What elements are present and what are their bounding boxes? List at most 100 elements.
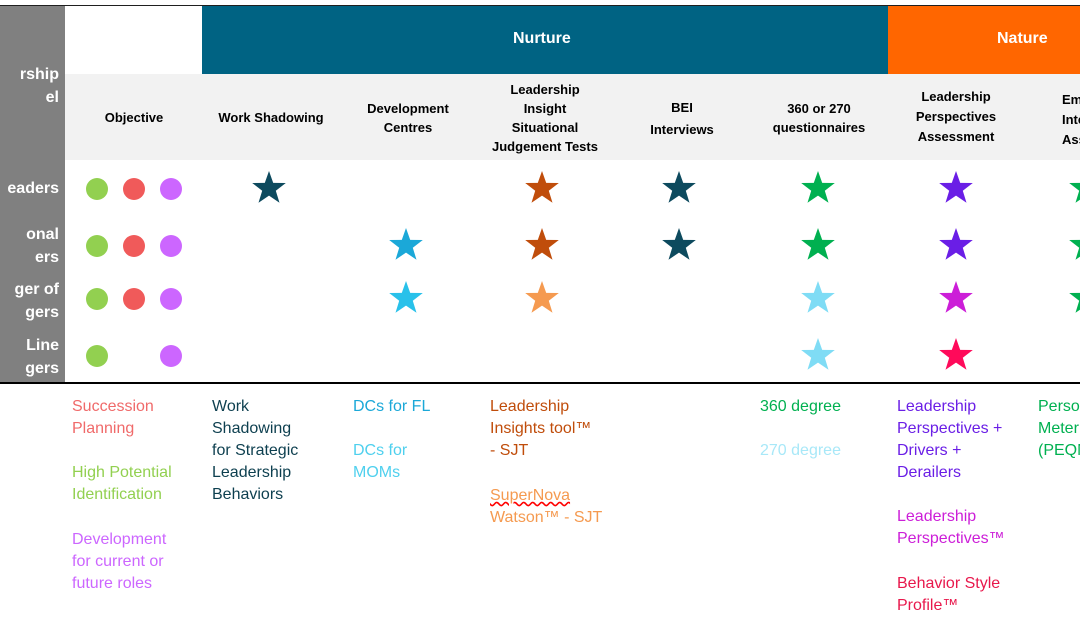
- col-header-objective: Objective: [68, 108, 200, 127]
- peq-line3: (PEQM: [1038, 442, 1080, 459]
- col-ei-line3: Asse: [1062, 132, 1080, 147]
- col-ei-line1: Em: [1062, 92, 1080, 107]
- left-row-header-column: rship el eaders onal ers ger of gers Lin…: [0, 6, 65, 382]
- col-work-shadowing-text: Work Shadowing: [218, 110, 324, 125]
- dcs-moms-line2: MOMs: [353, 464, 401, 481]
- green-dot: [86, 288, 108, 310]
- nature-band: Nature: [888, 6, 1080, 74]
- dcs-moms-line1: DCs for: [353, 442, 408, 459]
- hipo-line1: High Potential: [72, 464, 172, 481]
- row-label-line-1: Line: [26, 337, 59, 354]
- row-label-line-2: gers: [25, 360, 59, 377]
- star-icon: [389, 228, 423, 260]
- star-icon: [1069, 228, 1080, 260]
- development-line1: Development: [72, 531, 167, 548]
- col-header-ei: Em Inte Asse: [1027, 90, 1080, 150]
- col-header-bei: BEI Interviews: [616, 97, 748, 141]
- table-title-line2: el: [45, 89, 59, 106]
- ws-line4: Leadership: [212, 464, 292, 481]
- succession-line2: Planning: [72, 420, 135, 437]
- col-360-line1: 360 or 270: [787, 101, 851, 116]
- col-lpa-line3: Assessment: [917, 129, 995, 144]
- col-lpa-line1: Leadership: [921, 89, 991, 104]
- hipo-line2: Identification: [72, 486, 162, 503]
- footnote-dcs-moms: DCs for MOMs: [353, 440, 407, 484]
- footnote-270-degree: 270 degree: [760, 442, 841, 459]
- purple-dot: [160, 288, 182, 310]
- row-label-functional-2: ers: [34, 249, 59, 266]
- star-icon: [525, 171, 559, 203]
- footnote-high-potential: High Potential Identification: [72, 462, 172, 506]
- purple-dot: [160, 345, 182, 367]
- lit-line3: - SJT: [490, 442, 529, 459]
- footnote-work-shadowing: Work Shadowing for Strategic Leadership …: [212, 396, 298, 506]
- lpd-line1: Leadership: [897, 398, 977, 415]
- star-icon: [801, 281, 835, 313]
- star-icon: [389, 281, 423, 313]
- footnote-succession-planning: Succession Planning: [72, 396, 154, 440]
- col-objective-text: Objective: [104, 110, 164, 125]
- col-bei-line1: BEI: [671, 100, 693, 115]
- row-label-leaders: eaders: [7, 180, 59, 197]
- col-li-line3: Situational: [511, 120, 579, 135]
- lpd-line4: Derailers: [897, 464, 962, 481]
- ws-line2: Shadowing: [212, 420, 292, 437]
- col-bei-line2: Interviews: [650, 122, 714, 137]
- col-header-leadership-insight: Leadership Insight Situational Judgement…: [479, 80, 611, 156]
- ws-line1: Work: [212, 398, 250, 415]
- star-icon: [939, 171, 973, 203]
- star-icon: [939, 281, 973, 313]
- star-icon: [939, 338, 973, 370]
- column-header-row: [65, 74, 1080, 160]
- star-icon: [252, 171, 286, 203]
- col-header-development-centres: Development Centres: [342, 99, 474, 137]
- col-li-line4: Judgement Tests: [492, 139, 598, 154]
- red-dot: [123, 235, 145, 257]
- table-bottom-border: [0, 382, 1080, 384]
- star-icon: [525, 228, 559, 260]
- footnote-lp-drivers-derailers: Leadership Perspectives + Drivers + Dera…: [897, 396, 1002, 484]
- table-title-line1: rship: [19, 66, 59, 83]
- star-icon: [1069, 171, 1080, 203]
- lit-line2: Insights tool™: [490, 420, 592, 437]
- star-icon: [801, 171, 835, 203]
- supernova-line1: SuperNova: [490, 487, 571, 504]
- row-label-functional-1: onal: [26, 226, 59, 243]
- star-icon: [525, 281, 559, 313]
- lp-line1: Leadership: [897, 508, 977, 525]
- red-dot: [123, 288, 145, 310]
- footnote-leadership-insights-tool: Leadership Insights tool™ - SJT: [490, 396, 591, 462]
- col-li-line2: Insight: [523, 101, 567, 116]
- green-dot: [86, 345, 108, 367]
- col-header-lpa: Leadership Perspectives Assessment: [890, 87, 1022, 147]
- star-icon: [662, 171, 696, 203]
- footnote-dcs-fl: DCs for FL: [353, 398, 431, 415]
- succession-line1: Succession: [72, 398, 154, 415]
- footnote-peq: Perso Meter (PEQM: [1038, 396, 1080, 462]
- footnote-development: Development for current or future roles: [72, 529, 166, 595]
- col-dc-line1: Development: [367, 101, 449, 116]
- col-360-line2: questionnaires: [772, 120, 866, 135]
- development-line2: for current or: [72, 553, 164, 570]
- row-label-manager-2: gers: [25, 304, 59, 321]
- col-header-360: 360 or 270 questionnaires: [753, 99, 885, 137]
- col-header-work-shadowing: Work Shadowing: [205, 108, 337, 127]
- star-icon: [662, 228, 696, 260]
- nurture-band: Nurture: [202, 6, 888, 74]
- star-icon: [1069, 281, 1080, 313]
- purple-dot: [160, 235, 182, 257]
- lpd-line3: Drivers +: [897, 442, 962, 459]
- red-dot: [123, 178, 145, 200]
- footnote-leadership-perspectives: Leadership Perspectives™: [897, 506, 1005, 550]
- footnote-supernova: SuperNova Watson™ - SJT: [490, 485, 602, 529]
- lpd-line2: Perspectives +: [897, 420, 1003, 437]
- development-line3: future roles: [72, 575, 153, 592]
- ws-line3: for Strategic: [212, 442, 299, 459]
- ws-line5: Behaviors: [212, 486, 284, 503]
- star-icon: [801, 338, 835, 370]
- header-blank-cell: [65, 6, 202, 74]
- row-label-manager-1: ger of: [14, 281, 59, 298]
- footnote-360-degree: 360 degree: [760, 398, 841, 415]
- supernova-line2: Watson™ - SJT: [490, 509, 603, 526]
- green-dot: [86, 178, 108, 200]
